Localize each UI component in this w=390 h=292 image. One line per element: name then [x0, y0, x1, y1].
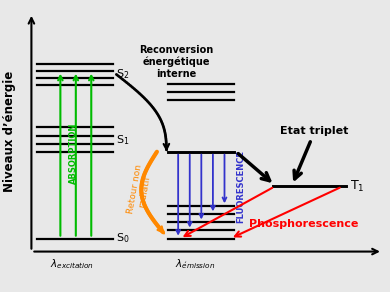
Text: S$_0$: S$_0$	[115, 232, 129, 246]
Text: S$_1$: S$_1$	[115, 133, 129, 147]
Text: FLUORESCENCE: FLUORESCENCE	[237, 150, 246, 223]
Text: Etat triplet: Etat triplet	[280, 126, 349, 179]
Text: Reconversion
énergétique
interne: Reconversion énergétique interne	[139, 45, 213, 79]
Text: $\lambda_{excitation}$: $\lambda_{excitation}$	[50, 258, 94, 272]
Text: ABSORPTION: ABSORPTION	[69, 123, 78, 184]
Text: Niveaux d’énergie: Niveaux d’énergie	[3, 71, 16, 192]
Text: Retour non
radiatif: Retour non radiatif	[126, 164, 153, 216]
Text: $\lambda_{\acute{e}mission}$: $\lambda_{\acute{e}mission}$	[176, 258, 216, 272]
Text: T$_1$: T$_1$	[350, 179, 365, 194]
Text: Phosphorescence: Phosphorescence	[249, 219, 358, 229]
Text: S$_2$: S$_2$	[115, 67, 129, 81]
